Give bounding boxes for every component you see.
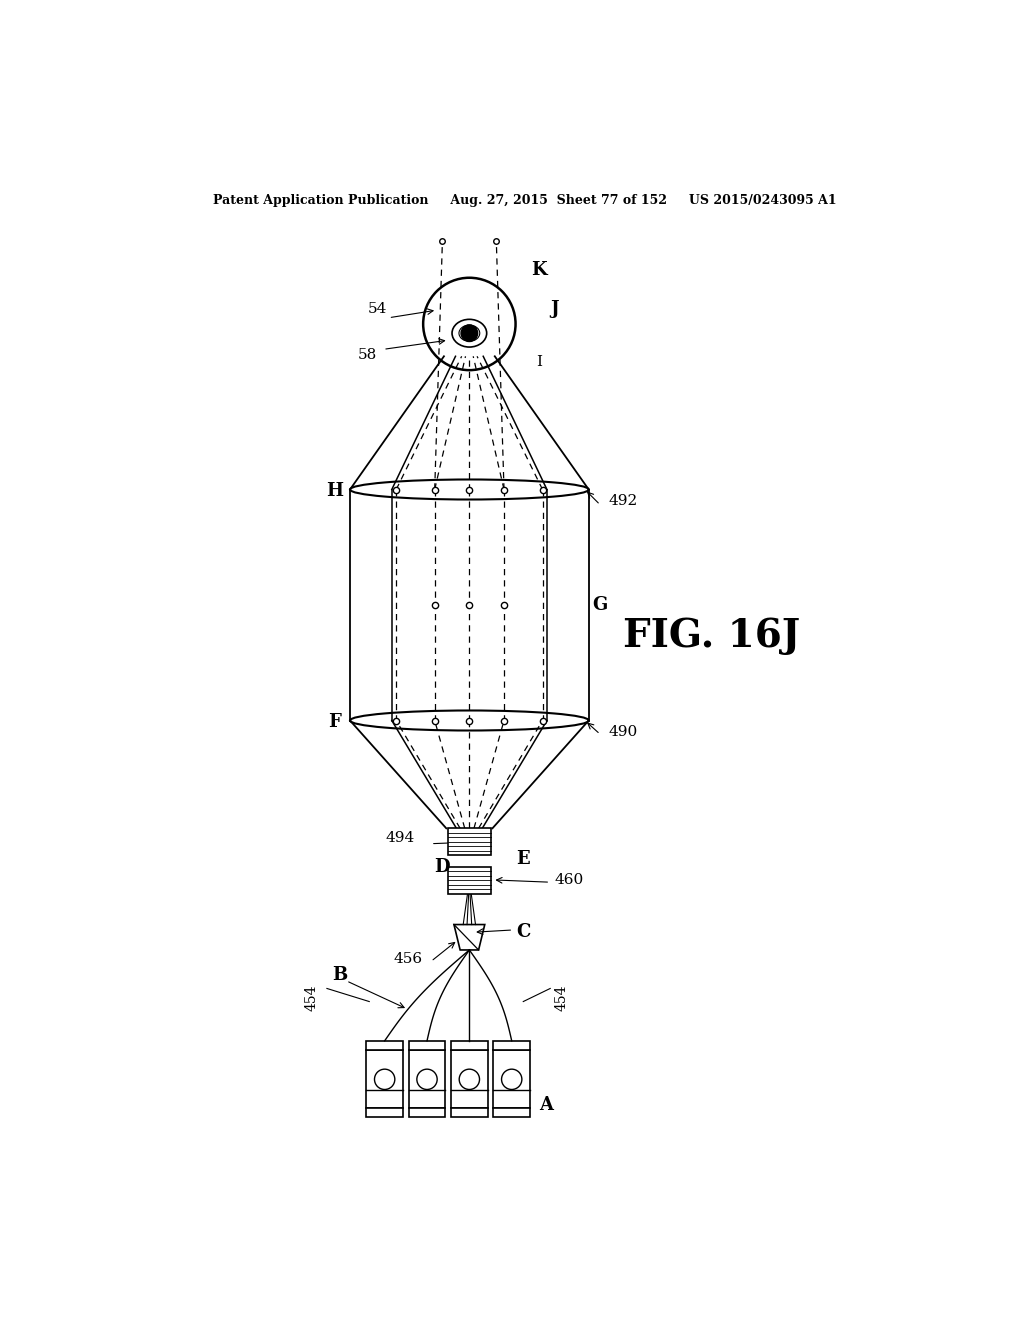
Text: 494: 494: [385, 832, 415, 845]
Bar: [367, 1051, 403, 1107]
Text: Patent Application Publication     Aug. 27, 2015  Sheet 77 of 152     US 2015/02: Patent Application Publication Aug. 27, …: [213, 194, 837, 207]
Text: 492: 492: [608, 494, 638, 508]
Text: E: E: [516, 850, 530, 869]
Bar: [367, 1040, 403, 1051]
Bar: [494, 1051, 530, 1107]
Bar: [494, 1107, 530, 1117]
Text: 460: 460: [555, 873, 584, 887]
Text: H: H: [326, 482, 343, 500]
Text: K: K: [530, 261, 547, 279]
Text: C: C: [516, 923, 530, 941]
Bar: [494, 1040, 530, 1051]
Text: 454: 454: [304, 985, 318, 1011]
Text: J: J: [550, 300, 558, 318]
Text: G: G: [593, 597, 608, 614]
Text: B: B: [333, 966, 347, 983]
Text: F: F: [328, 713, 341, 731]
Text: I: I: [536, 355, 542, 370]
Bar: [409, 1107, 445, 1117]
Bar: [367, 1107, 403, 1117]
Text: D: D: [434, 858, 451, 875]
Text: 490: 490: [608, 725, 638, 739]
Text: 58: 58: [358, 347, 378, 362]
Bar: [451, 1107, 487, 1117]
Bar: [451, 1051, 487, 1107]
Bar: [447, 829, 490, 855]
Text: A: A: [540, 1097, 553, 1114]
Text: 54: 54: [368, 301, 387, 315]
Text: FIG. 16J: FIG. 16J: [624, 616, 801, 655]
Bar: [409, 1051, 445, 1107]
Bar: [447, 867, 490, 894]
Text: 454: 454: [555, 985, 568, 1011]
Bar: [409, 1040, 445, 1051]
Bar: [451, 1040, 487, 1051]
Text: 456: 456: [393, 952, 422, 966]
Circle shape: [461, 325, 477, 342]
